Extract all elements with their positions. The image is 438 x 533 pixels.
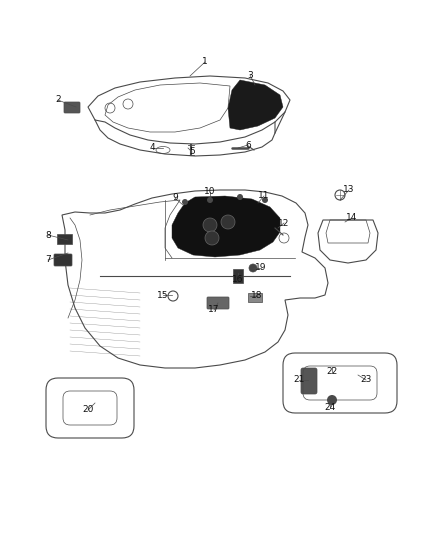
Circle shape [262, 197, 268, 203]
FancyBboxPatch shape [54, 254, 72, 266]
Text: 15: 15 [157, 290, 169, 300]
Circle shape [207, 197, 213, 203]
Text: 23: 23 [360, 376, 372, 384]
Text: 17: 17 [208, 305, 220, 314]
Circle shape [205, 231, 219, 245]
FancyBboxPatch shape [207, 297, 229, 309]
Text: 16: 16 [232, 276, 244, 285]
Text: 24: 24 [325, 402, 336, 411]
Text: 10: 10 [204, 188, 216, 197]
Circle shape [249, 264, 257, 272]
Bar [233, 269, 243, 283]
Polygon shape [228, 80, 283, 130]
Text: 3: 3 [247, 70, 253, 79]
Circle shape [327, 395, 337, 405]
Text: 5: 5 [189, 148, 195, 157]
Text: 18: 18 [251, 292, 263, 301]
Text: 2: 2 [55, 95, 61, 104]
Text: 1: 1 [202, 58, 208, 67]
Circle shape [182, 199, 188, 205]
Text: 11: 11 [258, 191, 270, 200]
Circle shape [237, 194, 243, 200]
Text: 14: 14 [346, 214, 358, 222]
Text: 8: 8 [45, 230, 51, 239]
Polygon shape [172, 196, 280, 257]
Text: 22: 22 [326, 367, 338, 376]
Text: 12: 12 [278, 219, 290, 228]
Text: 20: 20 [82, 406, 94, 415]
Text: 4: 4 [149, 143, 155, 152]
Text: 7: 7 [45, 255, 51, 264]
FancyBboxPatch shape [301, 368, 317, 394]
Text: 19: 19 [255, 263, 267, 272]
Text: 9: 9 [172, 193, 178, 203]
Bar [248, 293, 262, 302]
Circle shape [203, 218, 217, 232]
FancyBboxPatch shape [64, 102, 80, 113]
Bar [57, 234, 72, 244]
Text: 6: 6 [245, 141, 251, 149]
Circle shape [221, 215, 235, 229]
Text: 21: 21 [293, 376, 305, 384]
Text: 13: 13 [343, 185, 355, 195]
